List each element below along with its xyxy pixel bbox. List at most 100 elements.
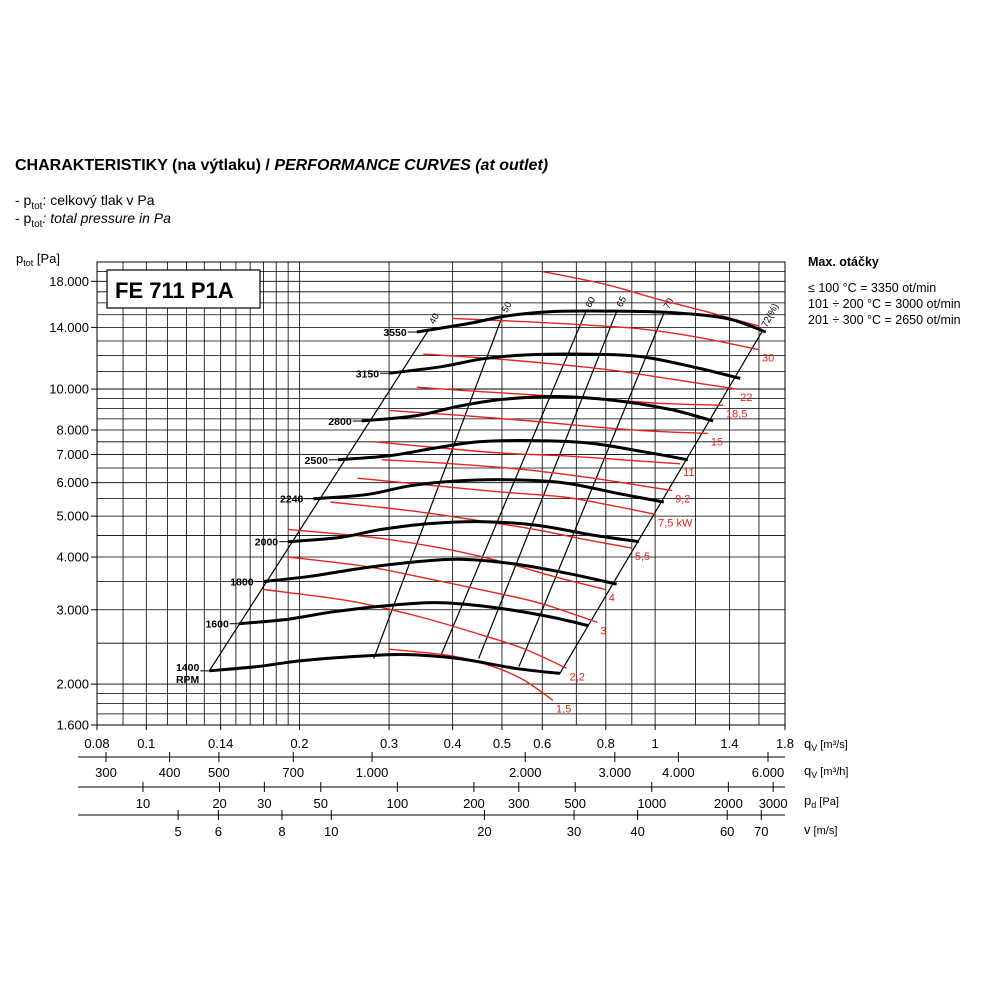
y-tick-label: 2.000 <box>56 677 89 692</box>
y-tick-label: 4.000 <box>56 550 89 565</box>
legend-note-en: - ptot: total pressure in Pa <box>15 210 171 230</box>
x-axis-unit-label: pd [Pa] <box>804 793 839 810</box>
x-tick-label: 1.000 <box>356 765 389 780</box>
x-axis-unit-label: qV [m³/h] <box>804 763 848 780</box>
power-curve-label: 30 <box>762 353 774 365</box>
rpm-label: 3150 <box>356 368 380 380</box>
power-curve-label: 3 <box>600 625 606 637</box>
efficiency-line <box>478 311 618 659</box>
efficiency-label: 70 <box>662 296 677 311</box>
rpm-curve <box>287 520 640 544</box>
x-tick-label: 3000 <box>759 796 788 811</box>
x-tick-label: 2000 <box>714 796 743 811</box>
x-tick-label: 8 <box>278 824 285 839</box>
rpm-curve <box>337 439 689 462</box>
rpm-curve <box>388 352 741 380</box>
y-tick-label: 7.000 <box>56 447 89 462</box>
rpm-curve <box>238 601 589 628</box>
power-curve-label: 7,5 kW <box>658 517 693 529</box>
note-text: : celkový tlak v Pa <box>42 192 155 208</box>
power-curve <box>263 588 567 669</box>
rpm-label: 3550 <box>383 327 407 339</box>
x-tick-label: 30 <box>567 824 581 839</box>
rpm-label: 2240 <box>280 494 304 506</box>
x-tick-label: 4.000 <box>662 765 695 780</box>
max-speed-title: Max. otáčky <box>808 255 879 269</box>
x-tick-label: 50 <box>314 796 328 811</box>
power-curve <box>542 270 760 327</box>
x-tick-label: 6 <box>215 824 222 839</box>
power-curve <box>330 501 632 549</box>
efficiency-line <box>518 313 665 667</box>
power-curve-label: 4 <box>609 593 615 605</box>
power-curve <box>288 556 598 624</box>
y-tick-label: 14.000 <box>49 320 89 335</box>
model-label: FE 711 P1A <box>115 278 234 303</box>
note-prefix: - p <box>15 192 32 208</box>
x-tick-label: 70 <box>754 824 768 839</box>
power-curve-label: 1,5 <box>556 703 571 715</box>
power-curve <box>357 477 656 515</box>
x-tick-label: 1000 <box>637 796 666 811</box>
y-tick-label: 6.000 <box>56 475 89 490</box>
x-tick-label: 1 <box>651 736 658 751</box>
x-tick-label: 300 <box>508 796 530 811</box>
x-tick-label: 20 <box>477 824 491 839</box>
model-label-box <box>106 269 261 309</box>
x-tick-label: 10 <box>324 824 338 839</box>
x-tick-label: 500 <box>564 796 586 811</box>
efficiency-line <box>440 312 587 655</box>
y-tick-label: 10.000 <box>49 382 89 397</box>
x-axis-unit-label: v [m/s] <box>804 822 837 837</box>
note-prefix: - p <box>15 210 32 226</box>
efficiency-label: 65 <box>615 295 630 310</box>
efficiency-line <box>373 316 503 659</box>
rpm-label: 1600 <box>205 619 229 631</box>
x-tick-label: 0.4 <box>444 736 462 751</box>
power-curve-label: 18,5 <box>726 408 747 420</box>
x-tick-label: 0.5 <box>493 736 511 751</box>
legend-note-cz: - ptot: celkový tlak v Pa <box>15 192 155 212</box>
y-tick-label: 1.600 <box>56 718 89 733</box>
max-speed-line: 101 ÷ 200 °C = 3000 ot/min <box>808 297 961 311</box>
y-tick-label: 8.000 <box>56 422 89 437</box>
x-tick-label: 1.4 <box>720 736 738 751</box>
rpm-curve <box>416 309 767 334</box>
max-speed-line: ≤ 100 °C = 3350 ot/min <box>808 281 937 295</box>
rpm-curve <box>263 557 617 586</box>
power-curve-label: 2,2 <box>570 671 585 683</box>
power-curve-label: 11 <box>683 467 694 479</box>
x-tick-label: 10 <box>136 796 150 811</box>
power-curve <box>452 317 760 351</box>
efficiency-label: 72(%) <box>760 302 782 330</box>
note-sub: tot <box>31 218 43 230</box>
max-speed-box: Max. otáčky ≤ 100 °C = 3350 ot/min 101 ÷… <box>808 254 961 328</box>
heading-cz: CHARAKTERISTIKY (na výtlaku) / <box>15 157 270 174</box>
note-text: : total pressure in Pa <box>42 210 171 226</box>
x-tick-label: 0.2 <box>290 736 308 751</box>
plot-frame <box>96 261 786 726</box>
efficiency-label: 50 <box>500 300 515 315</box>
x-tick-label: 20 <box>212 796 226 811</box>
efficiency-label: 40 <box>427 312 442 327</box>
x-axis-unit-label: qV [m³/s] <box>804 736 848 753</box>
power-curve <box>389 648 554 701</box>
x-tick-label: 30 <box>257 796 271 811</box>
x-tick-label: 0.14 <box>208 736 233 751</box>
power-curve-label: 9,2 <box>675 494 690 506</box>
power-curve <box>381 459 673 492</box>
x-tick-label: 200 <box>463 796 485 811</box>
x-tick-label: 0.1 <box>137 736 155 751</box>
y-tick-label: 3.000 <box>56 602 89 617</box>
y-axis-label: ptot [Pa] <box>16 251 60 268</box>
x-tick-label: 700 <box>282 765 304 780</box>
x-tick-label: 5 <box>174 824 181 839</box>
rpm-label: 2500 <box>305 455 329 467</box>
efficiency-label: 60 <box>584 295 599 310</box>
power-curve-label: 5,5 <box>635 551 650 563</box>
rpm-label: 2000 <box>255 537 279 549</box>
rpm-curve <box>361 394 714 423</box>
x-tick-label: 500 <box>208 765 230 780</box>
x-tick-label: 100 <box>387 796 409 811</box>
